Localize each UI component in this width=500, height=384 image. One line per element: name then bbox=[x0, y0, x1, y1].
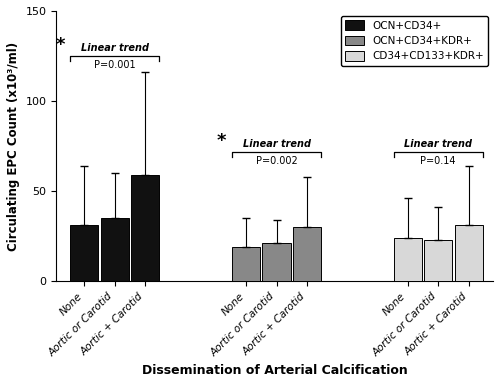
Bar bbox=[232, 247, 260, 281]
Text: P=0.14: P=0.14 bbox=[420, 156, 456, 166]
Text: P=0.002: P=0.002 bbox=[256, 156, 298, 166]
Legend: OCN+CD34+, OCN+CD34+KDR+, CD34+CD133+KDR+: OCN+CD34+, OCN+CD34+KDR+, CD34+CD133+KDR… bbox=[341, 16, 488, 66]
Text: Linear trend: Linear trend bbox=[81, 43, 149, 53]
Bar bbox=[70, 225, 99, 281]
Y-axis label: Circulating EPC Count (x10³/ml): Circulating EPC Count (x10³/ml) bbox=[7, 41, 20, 251]
Bar bbox=[293, 227, 321, 281]
Text: *: * bbox=[217, 132, 226, 150]
Bar bbox=[101, 218, 129, 281]
Text: Linear trend: Linear trend bbox=[404, 139, 472, 149]
Bar bbox=[394, 238, 422, 281]
Text: P=0.001: P=0.001 bbox=[94, 60, 136, 70]
Text: Linear trend: Linear trend bbox=[242, 139, 310, 149]
Text: *: * bbox=[55, 36, 64, 54]
Bar bbox=[424, 240, 452, 281]
Bar bbox=[454, 225, 482, 281]
Bar bbox=[262, 243, 290, 281]
Bar bbox=[132, 175, 160, 281]
X-axis label: Dissemination of Arterial Calcification: Dissemination of Arterial Calcification bbox=[142, 364, 407, 377]
